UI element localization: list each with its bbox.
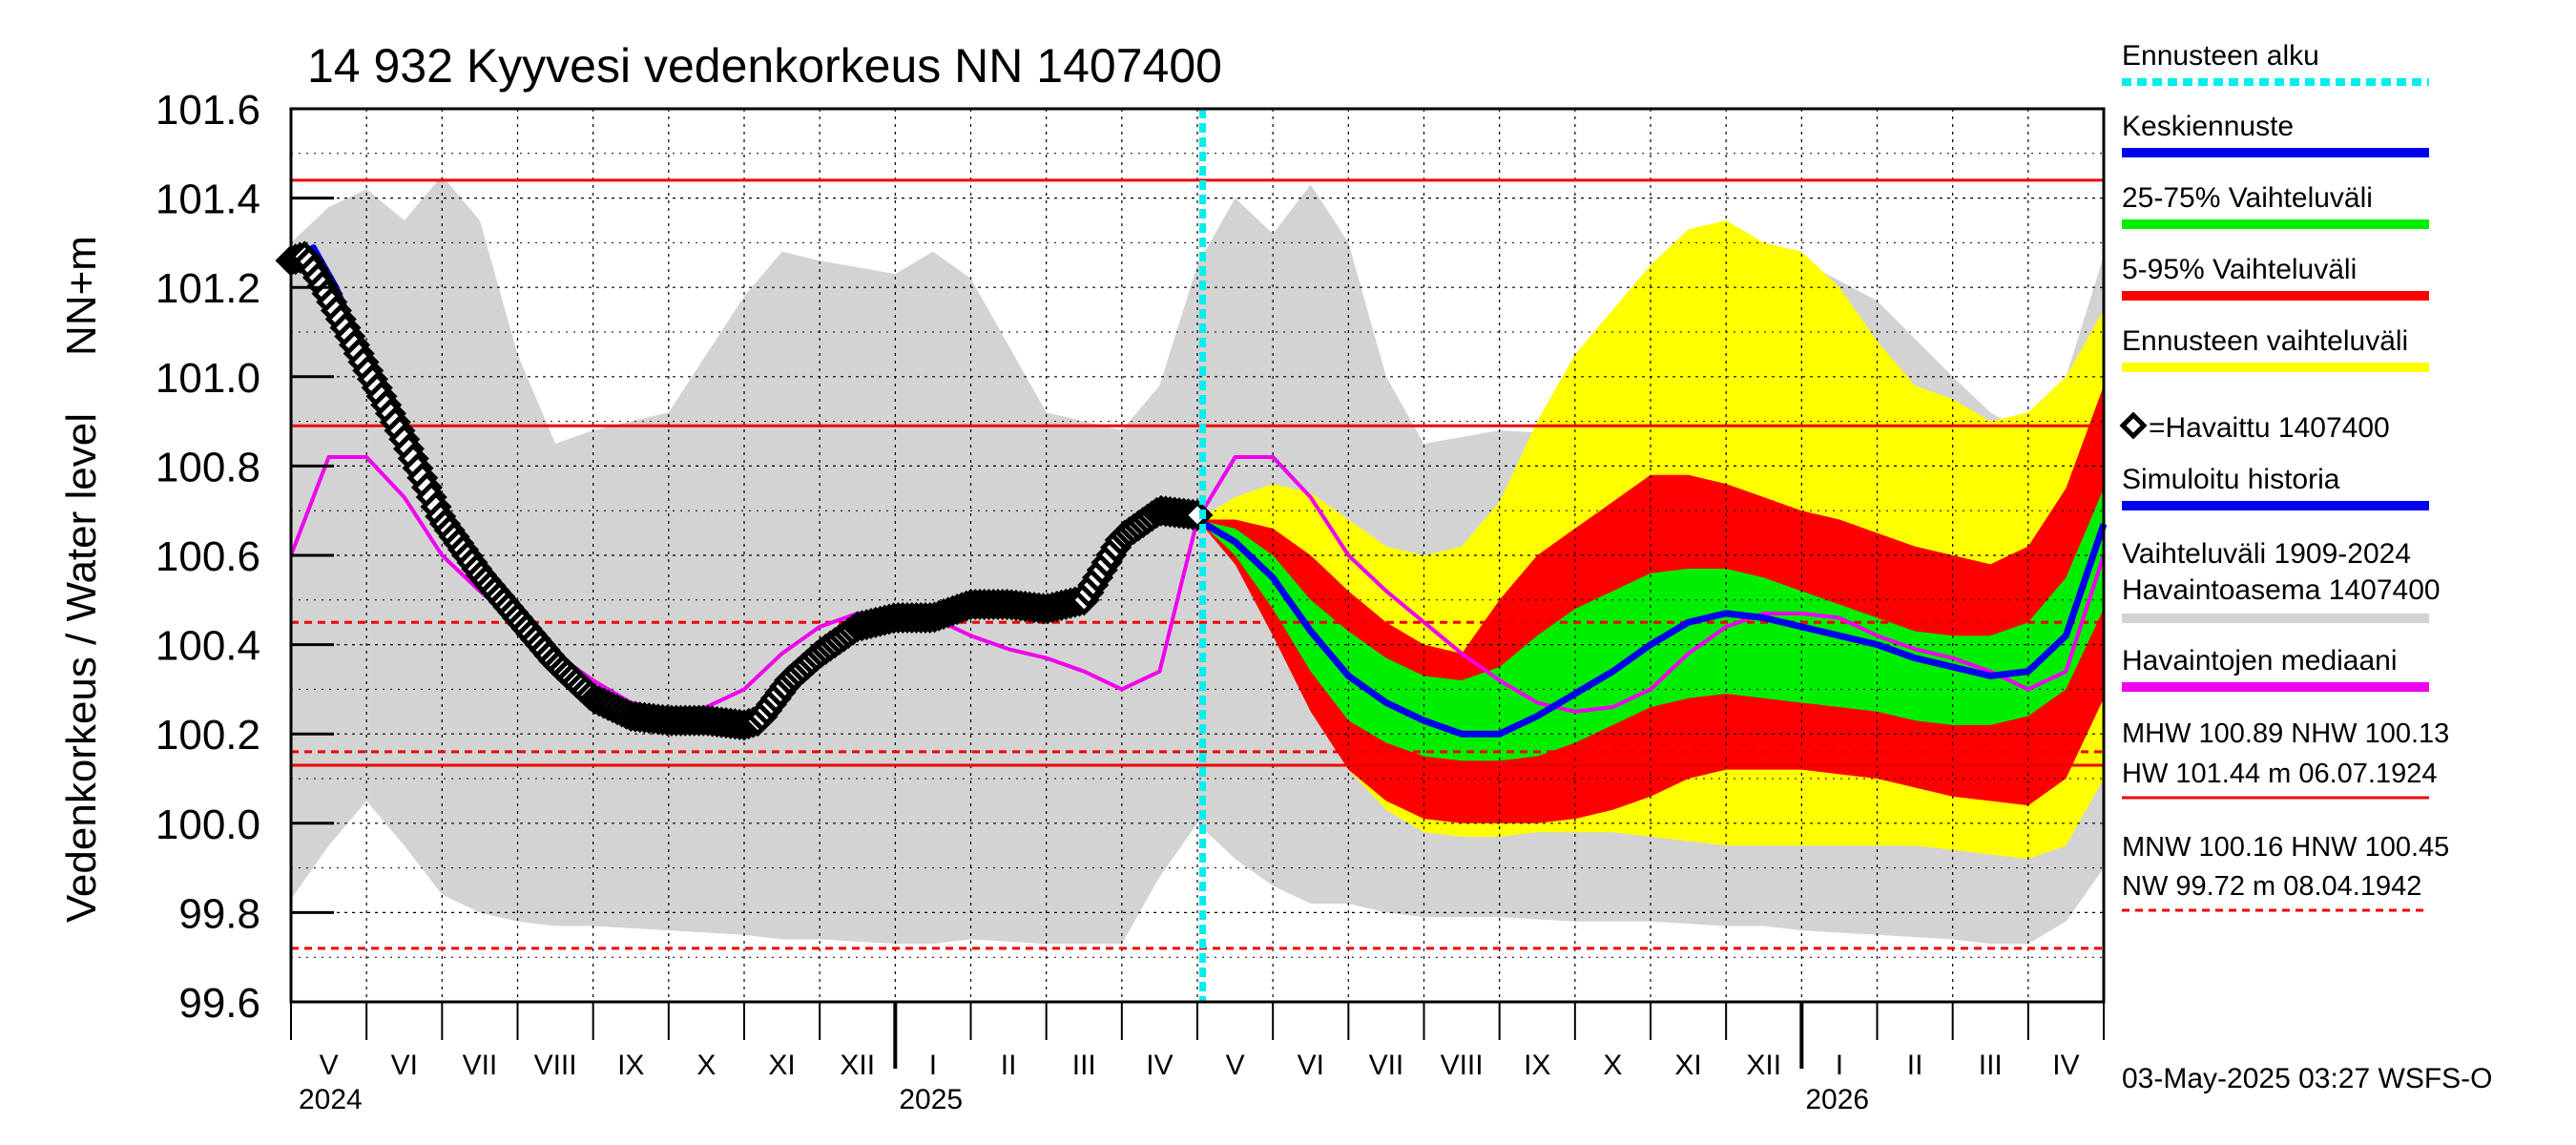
- legend-label: Keskiennuste: [2122, 111, 2294, 142]
- legend-label: 25-75% Vaihteluväli: [2122, 182, 2373, 214]
- x-month-label: VI: [1298, 1050, 1324, 1081]
- legend-label: =Havaittu 1407400: [2149, 412, 2390, 444]
- reference-stats: MHW 100.89 NHW 100.13 HW 101.44 m 06.07.…: [2122, 718, 2449, 912]
- legend-label: 5-95% Vaihteluväli: [2122, 254, 2357, 285]
- reference-lines: [291, 178, 2104, 950]
- stats-mnw-hnw: MNW 100.16 HNW 100.45: [2122, 832, 2449, 863]
- x-month-label: IX: [617, 1050, 644, 1081]
- y-tick-label: 99.6: [178, 980, 260, 1027]
- y-tick-label: 101.4: [156, 177, 260, 223]
- footer-timestamp: 03-May-2025 03:27 WSFS-O: [2122, 1063, 2493, 1094]
- x-month-label: III: [1072, 1050, 1096, 1081]
- y-tick-label: 100.2: [156, 712, 260, 759]
- x-month-label: VII: [463, 1050, 498, 1081]
- legend-label-2: Havaintoasema 1407400: [2122, 574, 2441, 606]
- y-axis-unit-label: NN+m: [58, 236, 105, 356]
- x-year-label: 2026: [1805, 1084, 1869, 1115]
- y-tick-label: 101.2: [156, 265, 260, 312]
- x-month-label: IV: [2052, 1050, 2079, 1081]
- legend-label: Havaintojen mediaani: [2122, 645, 2398, 677]
- legend-label: Simuloitu historia: [2122, 464, 2340, 495]
- stats-nw: NW 99.72 m 08.04.1942: [2122, 871, 2421, 902]
- legend-observed-marker: [2119, 411, 2148, 440]
- y-tick-label: 100.6: [156, 533, 260, 580]
- x-month-label: XII: [1746, 1050, 1781, 1081]
- x-year-label: 2025: [899, 1084, 963, 1115]
- stats-hw: HW 101.44 m 06.07.1924: [2122, 759, 2437, 789]
- mean-forecast-line: [1195, 516, 2108, 738]
- x-month-label: IV: [1146, 1050, 1173, 1081]
- legend-label: Ennusteen vaihteluväli: [2122, 325, 2408, 357]
- y-tick-label: 100.4: [156, 623, 260, 670]
- observed-series: [275, 240, 1214, 741]
- x-month-label: I: [1836, 1050, 1843, 1081]
- x-month-label: II: [1907, 1050, 1923, 1081]
- x-month-label: I: [929, 1050, 937, 1081]
- legend-label: Ennusteen alku: [2122, 40, 2319, 72]
- y-tick-label: 100.8: [156, 444, 260, 490]
- x-month-label: X: [696, 1050, 716, 1081]
- x-month-label: VI: [391, 1050, 418, 1081]
- x-month-label: XI: [1674, 1050, 1701, 1081]
- x-year-label: 2024: [299, 1084, 363, 1115]
- y-tick-label: 101.6: [156, 87, 260, 134]
- x-month-label: XII: [840, 1050, 875, 1081]
- legend: Ennusteen alku Keskiennuste 25-75% Vaihtel…: [2119, 40, 2441, 692]
- x-month-label: VIII: [1441, 1050, 1484, 1081]
- x-month-label: X: [1603, 1050, 1622, 1081]
- x-month-label: II: [1001, 1050, 1017, 1081]
- y-tick-label: 101.0: [156, 355, 260, 402]
- chart-title: 14 932 Kyyvesi vedenkorkeus NN 1407400: [307, 39, 1222, 93]
- band-25-75-vaihteluv-li: [1197, 488, 2104, 761]
- x-month-label: V: [320, 1050, 339, 1081]
- x-month-label: VIII: [534, 1050, 577, 1081]
- x-month-label: IX: [1524, 1050, 1550, 1081]
- y-tick-label: 99.8: [178, 890, 260, 937]
- x-month-label: XI: [768, 1050, 795, 1081]
- x-month-label: V: [1226, 1050, 1245, 1081]
- y-tick-label: 100.0: [156, 802, 260, 848]
- x-month-label: VII: [1369, 1050, 1404, 1081]
- legend-label: Vaihteluväli 1909-2024: [2122, 538, 2411, 570]
- stats-mhw-nhw: MHW 100.89 NHW 100.13: [2122, 718, 2449, 749]
- x-month-label: III: [1979, 1050, 2003, 1081]
- plot-lines: [275, 109, 2108, 1002]
- y-axis-label: Vedenkorkeus / Water level: [58, 413, 105, 923]
- y-axis: 101.6 101.4 101.2 101.0 100.8 100.6 100.4 100.2…: [156, 87, 334, 1027]
